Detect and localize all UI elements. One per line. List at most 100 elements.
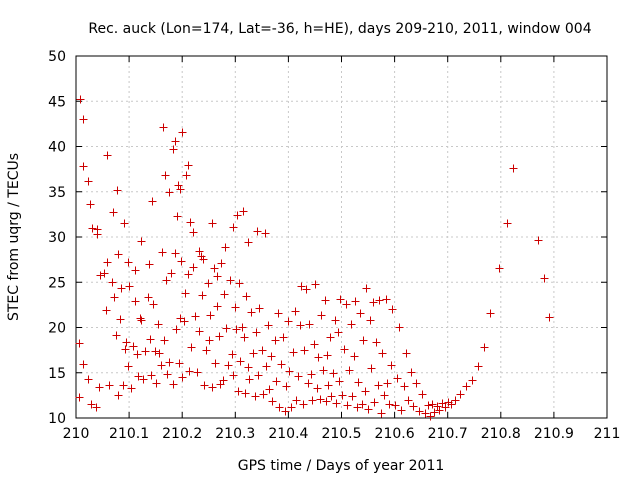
data-point — [116, 315, 125, 324]
data-point — [441, 403, 450, 412]
data-point — [509, 164, 518, 173]
data-point — [304, 379, 313, 388]
data-point — [404, 396, 413, 405]
x-tick-label: 210.9 — [534, 426, 574, 442]
data-point — [305, 320, 314, 329]
data-point — [350, 352, 359, 361]
data-point — [545, 313, 554, 322]
data-point — [148, 197, 157, 206]
data-point — [180, 317, 189, 326]
data-point — [289, 348, 298, 357]
data-point — [268, 397, 277, 406]
data-point — [377, 409, 386, 418]
data-point — [244, 238, 253, 247]
data-point — [296, 321, 305, 330]
data-point — [160, 336, 169, 345]
data-point — [428, 400, 437, 409]
data-point — [167, 269, 176, 278]
data-point — [75, 393, 84, 402]
data-point — [84, 375, 93, 384]
data-point — [456, 390, 465, 399]
data-point — [202, 346, 211, 355]
data-point — [323, 351, 332, 360]
data-point — [162, 276, 171, 285]
data-point — [211, 359, 220, 368]
data-point — [154, 320, 163, 329]
data-point — [366, 316, 375, 325]
data-point — [198, 291, 207, 300]
data-point — [287, 403, 296, 412]
x-tick-label: 210.2 — [162, 426, 202, 442]
data-point — [210, 264, 219, 273]
data-point — [424, 401, 433, 410]
y-tick-labels: 10 15 20 25 30 35 40 45 50 — [48, 49, 66, 427]
data-point — [319, 366, 328, 375]
data-point — [277, 360, 286, 369]
data-point — [271, 336, 280, 345]
data-point — [348, 392, 357, 401]
data-point — [213, 302, 222, 311]
data-point — [238, 323, 247, 332]
data-point — [486, 309, 495, 318]
data-point — [294, 372, 303, 381]
data-point — [228, 350, 237, 359]
x-tick-labels: 210 210.1 210.2 210.3 210.4 210.5 210.6 210.7 21… — [63, 426, 621, 442]
data-point — [186, 218, 195, 227]
data-point — [174, 181, 183, 190]
data-point — [105, 381, 114, 390]
data-point — [141, 347, 150, 356]
data-point — [275, 403, 284, 412]
data-point — [409, 402, 418, 411]
data-point — [204, 279, 213, 288]
data-point — [279, 333, 288, 342]
data-point — [258, 346, 267, 355]
data-point — [387, 361, 396, 370]
data-point — [137, 316, 146, 325]
data-point — [372, 338, 381, 347]
data-point — [418, 390, 427, 399]
data-point — [285, 367, 294, 376]
data-point — [114, 391, 123, 400]
data-point — [136, 314, 145, 323]
data-point — [342, 300, 351, 309]
data-point — [282, 382, 291, 391]
data-point — [87, 400, 96, 409]
x-tick-label: 210 — [63, 426, 90, 442]
data-point — [233, 211, 242, 220]
data-point — [240, 333, 249, 342]
data-point — [415, 407, 424, 416]
data-point — [359, 336, 368, 345]
data-point — [226, 276, 235, 285]
data-point — [329, 369, 338, 378]
data-point — [236, 357, 245, 366]
data-point — [495, 264, 504, 273]
data-point — [139, 375, 148, 384]
data-point — [380, 391, 389, 400]
data-points — [75, 95, 554, 421]
data-point — [158, 248, 167, 257]
data-point — [178, 128, 187, 137]
data-point — [224, 361, 233, 370]
data-point — [251, 392, 260, 401]
data-point — [317, 311, 326, 320]
data-point — [264, 321, 273, 330]
data-point — [103, 258, 112, 267]
data-point — [165, 188, 174, 197]
data-point — [177, 257, 186, 266]
data-point — [534, 236, 543, 245]
data-point — [334, 328, 343, 337]
x-tick-label: 210.8 — [481, 426, 521, 442]
data-point — [254, 371, 263, 380]
data-point — [146, 335, 155, 344]
data-point — [79, 115, 88, 124]
data-point — [361, 387, 370, 396]
data-point — [308, 396, 317, 405]
data-point — [117, 284, 126, 293]
data-point — [340, 345, 349, 354]
data-point — [220, 290, 229, 299]
data-point — [503, 219, 512, 228]
x-tick-label: 210.5 — [321, 426, 361, 442]
data-point — [253, 227, 262, 236]
data-point — [125, 282, 134, 291]
